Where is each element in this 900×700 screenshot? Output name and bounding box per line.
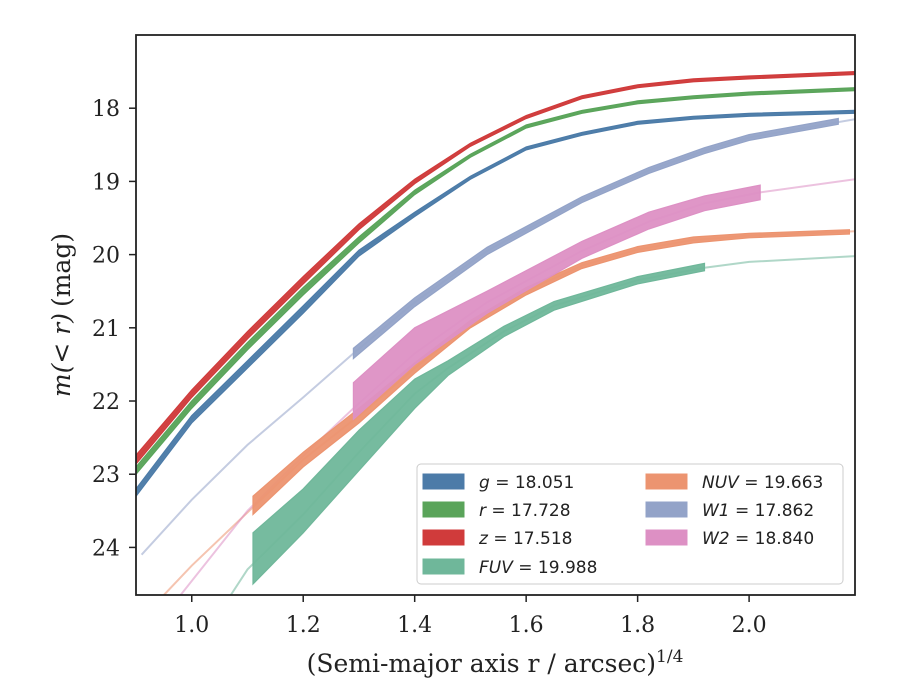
y-axis-label-unit: (mag) [47,233,76,307]
y-axis: 18 19 20 21 22 23 24 [92,97,136,561]
y-axis-label: m(< r) (mag) [47,233,76,397]
y-tick-label: 18 [92,97,120,122]
series-r-curve [136,88,855,472]
legend: g = 18.051 r = 17.728 z = 17.518 FUV = 19.9… [416,463,844,585]
legend-swatch-W2 [645,529,688,546]
legend-label-z: z = 17.518 [478,529,572,549]
series-W2-band [352,184,761,421]
x-tick-label: 1.8 [620,613,655,638]
y-tick-label: 19 [92,170,120,195]
series-r-band [136,87,855,476]
x-tick-label: 1.0 [174,613,209,638]
series-g-band [136,109,855,498]
legend-label-W1: W1 = 17.862 [702,501,814,521]
series-z-band [136,70,855,465]
legend-swatch-g [422,473,465,490]
series-W1-band [352,117,839,360]
x-tick-label: 2.0 [732,613,767,638]
x-tick-label: 1.4 [397,613,432,638]
legend-label-NUV: NUV = 19.663 [702,473,823,493]
legend-frame [416,463,844,585]
y-tick-label: 20 [92,244,120,269]
legend-label-g: g = 18.051 [479,473,574,493]
y-tick-label: 23 [92,463,120,488]
x-axis-label: (Semi-major axis r / arcsec)1/4 [307,647,684,678]
legend-swatch-NUV [645,473,688,490]
x-axis: 1.0 1.2 1.4 1.6 1.8 2.0 [174,595,767,638]
x-tick-label: 1.2 [286,613,321,638]
y-tick-label: 24 [92,536,120,561]
legend-label-r: r = 17.728 [479,501,571,521]
series-FUV-band [252,262,706,586]
plot-area [136,70,855,595]
x-tick-label: 1.6 [509,613,544,638]
y-tick-label: 22 [92,390,120,415]
legend-label-W2: W2 = 18.840 [702,529,814,549]
legend-swatch-W1 [645,501,688,518]
legend-swatch-z [422,529,465,546]
y-tick-label: 21 [92,317,120,342]
y-axis-label-main: m(< r) [47,313,76,397]
legend-swatch-r [422,501,465,518]
legend-label-FUV: FUV = 19.988 [479,558,597,578]
plot-frame [135,34,856,596]
legend-swatch-FUV [422,558,465,575]
x-axis-label-exponent: 1/4 [656,647,683,667]
